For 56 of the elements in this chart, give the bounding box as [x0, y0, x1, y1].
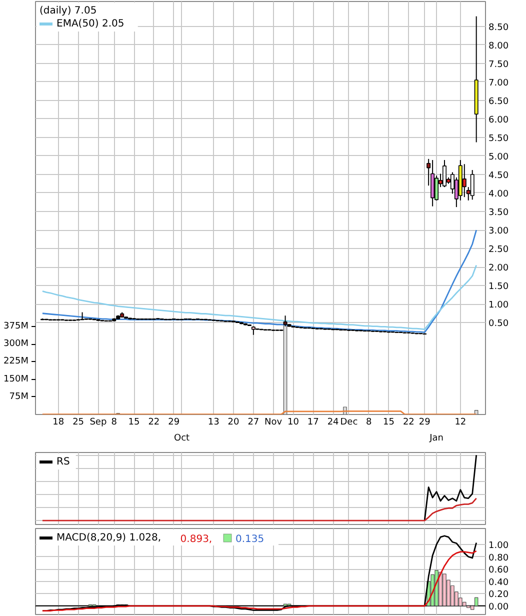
- x-tick-label: 8: [366, 418, 372, 428]
- x-tick-label: 12: [454, 418, 466, 428]
- x-tick-label: 22: [402, 418, 414, 428]
- y-tick-label: 8.00: [488, 41, 509, 52]
- x-tick-label: 15: [128, 418, 140, 428]
- x-tick-label: Nov: [264, 418, 283, 428]
- y2-tick-label: 150M: [4, 374, 29, 384]
- y-tick-label: 5.00: [488, 152, 509, 162]
- y-tick-label: 7.00: [488, 78, 509, 88]
- chart-title: (daily) 7.05: [40, 6, 97, 16]
- y2-tick-label: 375M: [4, 322, 29, 332]
- x-tick-label: 13: [208, 418, 220, 428]
- x-tick-label: Oct: [174, 434, 190, 444]
- y2-tick-label: 225M: [4, 356, 29, 367]
- x-tick-label: 17: [307, 418, 319, 428]
- x-tick-label: 25: [72, 418, 84, 428]
- x-tick-label: Jan: [428, 434, 444, 444]
- x-tick-label: 18: [52, 418, 64, 428]
- x-tick-label: 15: [383, 418, 394, 428]
- y-tick-label: 4.00: [488, 190, 509, 200]
- legend-label: 0.135: [236, 534, 264, 545]
- legend-label: MACD(8,20,9) 1.028,: [56, 532, 162, 544]
- legend-label: EMA(50) 2.05: [56, 18, 124, 30]
- y-tick-label: 0.60: [488, 566, 509, 576]
- x-tick-label: 20: [228, 418, 240, 428]
- x-tick-label: 29: [168, 418, 180, 428]
- text: 0.893,: [180, 534, 212, 545]
- x-tick-label: Sep: [90, 418, 107, 428]
- y-tick-label: 0.40: [488, 578, 509, 588]
- x-tick-label: 8: [111, 418, 118, 428]
- y-tick-label: 1.00: [488, 300, 509, 311]
- y-tick-label: 5.50: [488, 134, 509, 144]
- y-tick-label: 1.00: [488, 540, 509, 551]
- y-tick-label: 8.50: [488, 22, 509, 33]
- x-tick-label: 27: [248, 418, 260, 428]
- x-tick-label: 22: [148, 418, 160, 428]
- y-tick-label: 6.00: [488, 115, 509, 126]
- y-tick-label: 0.00: [488, 602, 509, 612]
- y-tick-label: 6.50: [488, 96, 509, 107]
- y-tick-label: 0.50: [488, 319, 509, 330]
- legend-label: RS: [56, 456, 70, 468]
- y-tick-label: 2.00: [488, 264, 509, 274]
- y-tick-label: 4.50: [488, 170, 509, 181]
- y-tick-label: 0.80: [488, 553, 509, 564]
- y-tick-label: 3.00: [488, 226, 509, 237]
- y-tick-label: 3.50: [488, 208, 509, 218]
- y2-tick-label: 75M: [9, 392, 28, 402]
- x-tick-label: Dec: [340, 418, 358, 428]
- y-tick-label: 0.20: [488, 590, 509, 600]
- x-tick-label: 10: [288, 418, 300, 428]
- y-tick-label: 2.50: [488, 245, 509, 256]
- x-tick-label: 29: [418, 418, 431, 428]
- y-tick-label: 7.50: [488, 60, 509, 70]
- y2-tick-label: 300M: [4, 339, 29, 350]
- y-tick-label: 1.50: [488, 282, 509, 292]
- x-tick-label: 24: [327, 418, 340, 428]
